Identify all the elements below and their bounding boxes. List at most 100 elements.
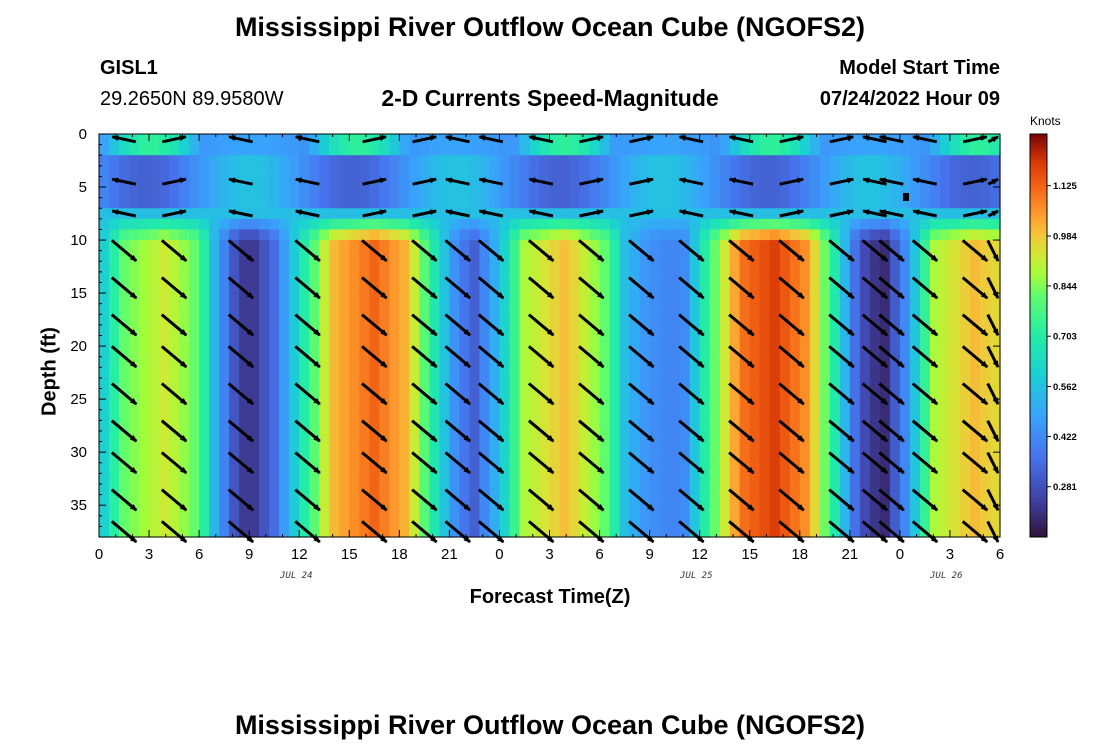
- heatmap-cell: [289, 303, 300, 315]
- heatmap-cell: [789, 367, 801, 379]
- heatmap-cell: [569, 505, 581, 517]
- heatmap-cell: [909, 271, 921, 284]
- heatmap-cell: [849, 346, 861, 358]
- heatmap-cell: [889, 494, 901, 506]
- heatmap-cell: [659, 367, 671, 379]
- current-vector: [227, 276, 255, 300]
- heatmap-cell: [609, 303, 621, 315]
- heatmap-cell: [429, 144, 440, 156]
- heatmap-cell: [289, 462, 300, 474]
- heatmap-cell: [119, 399, 130, 411]
- heatmap-cell: [809, 441, 821, 453]
- heatmap-cell: [399, 324, 410, 337]
- heatmap-cell: [779, 367, 791, 379]
- heatmap-cell: [259, 229, 270, 241]
- heatmap-cell: [899, 240, 911, 252]
- heatmap-cell: [919, 271, 931, 284]
- heatmap-cell: [429, 229, 440, 241]
- heatmap-cell: [969, 314, 981, 326]
- heatmap-cell: [939, 324, 951, 337]
- heatmap-cell: [359, 356, 370, 368]
- heatmap-cell: [849, 526, 861, 538]
- heatmap-cell: [369, 303, 380, 315]
- heatmap-cell: [369, 441, 380, 453]
- heatmap-cell: [909, 293, 921, 305]
- heatmap-cell: [179, 346, 190, 358]
- heatmap-cell: [149, 240, 160, 252]
- heatmap-cell: [339, 462, 350, 474]
- heatmap-cell: [799, 176, 811, 188]
- heatmap-cell: [849, 483, 861, 496]
- heatmap-cell: [589, 314, 601, 326]
- heatmap-cell: [369, 346, 380, 358]
- heatmap-cell: [389, 494, 400, 506]
- heatmap-cell: [179, 420, 190, 432]
- heatmap-cell: [219, 388, 230, 400]
- heatmap-cell: [379, 526, 390, 538]
- heatmap-cell: [449, 526, 460, 538]
- heatmap-cell: [209, 229, 220, 241]
- heatmap-cell: [989, 452, 1001, 464]
- heatmap-cell: [609, 187, 621, 199]
- heatmap-cell: [319, 155, 330, 167]
- heatmap-cell: [189, 473, 200, 485]
- heatmap-cell: [679, 282, 691, 294]
- heatmap-cell: [819, 314, 831, 326]
- heatmap-cell: [979, 473, 991, 485]
- heatmap-cell: [689, 515, 701, 527]
- heatmap-cell: [319, 218, 330, 231]
- heatmap-cell: [749, 483, 761, 496]
- heatmap-cell: [369, 293, 380, 305]
- heatmap-cell: [259, 250, 270, 262]
- y-tick-label: 30: [70, 444, 87, 461]
- heatmap-cell: [299, 462, 310, 474]
- heatmap-cell: [769, 526, 781, 538]
- heatmap-cell: [809, 155, 821, 167]
- heatmap-cell: [199, 324, 210, 337]
- heatmap-cell: [109, 420, 120, 432]
- heatmap-cell: [699, 240, 711, 252]
- heatmap-cell: [189, 155, 200, 167]
- heatmap-cell: [109, 229, 120, 241]
- heatmap-cell: [519, 483, 531, 496]
- heatmap-cell: [119, 250, 130, 262]
- heatmap-cell: [479, 271, 491, 284]
- heatmap-cell: [609, 505, 621, 517]
- heatmap-cell: [389, 271, 400, 284]
- heatmap-cell: [279, 134, 290, 146]
- heatmap-cell: [669, 388, 681, 400]
- heatmap-cell: [159, 388, 170, 400]
- heatmap-cell: [109, 155, 120, 167]
- heatmap-cell: [239, 293, 250, 305]
- heatmap-cell: [499, 271, 511, 284]
- heatmap-cell: [909, 229, 921, 241]
- heatmap-cell: [469, 144, 481, 156]
- heatmap-cell: [569, 208, 581, 220]
- heatmap-cell: [179, 218, 190, 231]
- heatmap-cell: [789, 314, 801, 326]
- heatmap-cell: [269, 420, 280, 432]
- heatmap-cell: [259, 420, 270, 432]
- heatmap-cell: [729, 399, 741, 411]
- heatmap-cell: [359, 515, 370, 527]
- heatmap-cell: [319, 399, 330, 411]
- heatmap-cell: [589, 505, 601, 517]
- heatmap-cell: [979, 271, 991, 284]
- heatmap-cell: [359, 367, 370, 379]
- heatmap-cell: [659, 430, 671, 443]
- heatmap-cell: [409, 293, 420, 305]
- current-vector: [728, 520, 755, 544]
- heatmap-cell: [299, 483, 310, 496]
- heatmap-cell: [199, 335, 210, 347]
- heatmap-cell: [719, 303, 731, 315]
- heatmap-cell: [199, 515, 210, 527]
- heatmap-cell: [449, 218, 460, 231]
- heatmap-cell: [359, 388, 370, 400]
- current-vector: [828, 313, 855, 337]
- heatmap-cell: [649, 144, 661, 156]
- heatmap-cell: [989, 229, 1001, 241]
- heatmap-cell: [489, 399, 501, 411]
- heatmap-cell: [219, 271, 230, 284]
- current-vector: [110, 382, 138, 406]
- heatmap-cell: [519, 314, 531, 326]
